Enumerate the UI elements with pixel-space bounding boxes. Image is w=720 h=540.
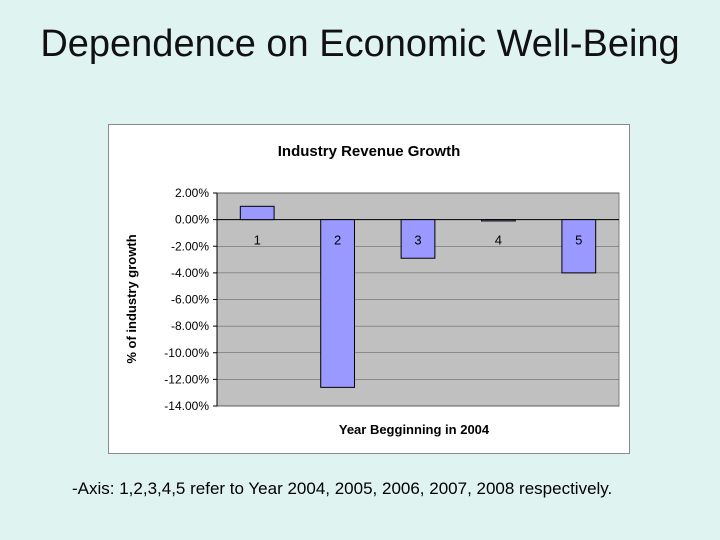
y-tick-label: -14.00% — [164, 399, 209, 413]
axis-caption: -Axis: 1,2,3,4,5 refer to Year 2004, 200… — [72, 478, 692, 500]
x-category-label: 4 — [495, 233, 502, 248]
y-tick-label: 2.00% — [175, 186, 209, 200]
x-category-label: 1 — [254, 233, 261, 248]
x-category-labels: 1 2 3 4 5 — [254, 233, 583, 248]
bar-3 — [400, 219, 436, 259]
y-tick-label: -2.00% — [171, 239, 209, 253]
bar-2 — [320, 219, 355, 388]
y-tick-label: -4.00% — [171, 266, 209, 280]
slide-title: Dependence on Economic Well-Being — [40, 20, 680, 68]
x-category-label: 2 — [334, 233, 341, 248]
x-category-label: 5 — [575, 233, 582, 248]
y-tick-label: -8.00% — [171, 319, 209, 333]
bar-4 — [481, 219, 516, 222]
bars — [239, 205, 597, 388]
y-tick-label: 0.00% — [175, 213, 209, 227]
bar-1 — [239, 205, 275, 221]
axis-caption-text: -Axis: 1,2,3,4,5 refer to Year 2004, 200… — [72, 479, 613, 498]
y-tick-label: -6.00% — [171, 293, 209, 307]
bar-5 — [561, 219, 597, 274]
slide-title-text: Dependence on Economic Well-Being — [40, 23, 680, 65]
x-category-label: 3 — [414, 233, 421, 248]
y-axis-label: % of industry growth — [124, 234, 139, 363]
y-tick-labels: 2.00% 0.00% -2.00% -4.00% -6.00% -8.00% -10.00… — [164, 186, 209, 413]
x-axis-label: Year Begginning in 2004 — [339, 422, 490, 437]
chart-title: Industry Revenue Growth — [278, 143, 461, 160]
y-tick-label: -10.00% — [164, 346, 209, 360]
y-tick-label: -12.00% — [164, 372, 209, 386]
chart-frame: Industry Revenue Growth 2.00% 0.00% -2.00%… — [108, 124, 630, 454]
industry-revenue-chart: Industry Revenue Growth 2.00% 0.00% -2.00%… — [124, 143, 620, 437]
